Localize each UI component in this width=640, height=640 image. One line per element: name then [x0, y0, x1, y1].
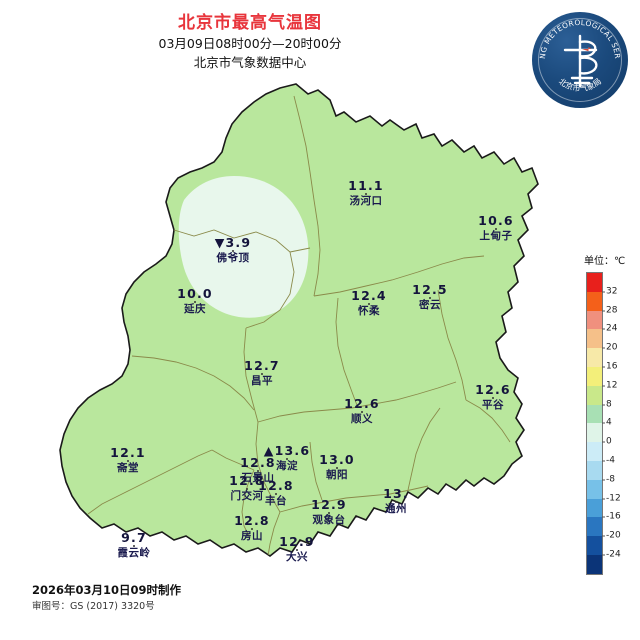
district-boundaries	[87, 95, 511, 556]
legend-band	[587, 310, 602, 330]
legend-band	[587, 554, 602, 574]
legend-tick: -4	[602, 456, 615, 466]
legend-tick: 4	[602, 418, 612, 428]
legend-band	[587, 366, 602, 386]
legend-tick: 16	[602, 362, 617, 372]
legend-tick-dash	[602, 310, 605, 312]
organization: 北京市气象数据中心	[193, 55, 307, 70]
legend-tick: -12	[602, 494, 621, 503]
legend-tick-dash	[602, 441, 605, 443]
legend-tick-dash	[602, 479, 605, 481]
legend-tick-dash	[602, 422, 605, 424]
logo: BEIJING METEOROLOGICAL SERVICE 北京市气象局	[532, 12, 628, 108]
logo-circle: BEIJING METEOROLOGICAL SERVICE 北京市气象局	[532, 12, 628, 108]
svg-text:BEIJING METEOROLOGICAL SERVICE: BEIJING METEOROLOGICAL SERVICE	[532, 12, 622, 59]
legend-tick: 32	[602, 287, 617, 296]
legend-band	[587, 442, 602, 461]
legend-unit-label: 单位：℃	[584, 256, 626, 267]
beijing-temperature-map[interactable]	[18, 60, 570, 560]
legend-tick: 20	[602, 343, 617, 353]
legend-band	[587, 348, 602, 367]
legend-band	[587, 273, 602, 292]
legend-band	[587, 460, 602, 480]
legend-tick: 24	[602, 324, 617, 334]
legend-band	[587, 404, 602, 424]
legend-tick: -20	[602, 531, 621, 541]
legend-tick-dash	[602, 498, 605, 500]
production-time: 2026年03月10日09时制作	[32, 583, 182, 597]
footer: 2026年03月10日09时制作 审图号：GS (2017) 3320号	[32, 582, 181, 614]
legend-color-bar	[586, 272, 603, 575]
header: 北京市最高气温图 03月09日08时00分—20时00分 北京市气象数据中心	[0, 12, 500, 72]
page-title: 北京市最高气温图	[178, 13, 322, 33]
municipality-border	[59, 83, 539, 557]
legend-tick-dash	[602, 366, 605, 368]
legend-tick-dash	[602, 328, 605, 330]
map-container[interactable]: 11.1 汤河口 10.6 上甸子 ▼3.9 佛爷顶 10.0 延庆 12.4 怀柔 12.5 密云 1…	[18, 60, 570, 563]
approval-number: 审图号：GS (2017) 3320号	[32, 601, 155, 612]
legend-tick-dash	[602, 404, 605, 406]
legend-tick-dash	[602, 535, 605, 537]
legend-tick: 28	[602, 306, 617, 315]
isotherm-region-coolest	[178, 176, 309, 318]
legend-tick: -16	[602, 512, 621, 522]
legend-tick-dash	[602, 516, 605, 518]
logo-ring	[538, 18, 622, 102]
legend-band	[587, 291, 602, 311]
legend-tick: 12	[602, 381, 617, 390]
legend-tick-dash	[602, 347, 605, 349]
legend-body: 32 28 24 20 16 12 8 4 0 -4 -8 -12 -16 -20 -24	[586, 272, 630, 575]
legend-band	[587, 385, 602, 405]
legend-tick-dash	[602, 460, 605, 462]
legend-tick: 8	[602, 400, 612, 409]
legend-band	[587, 329, 602, 349]
legend-tick-dash	[602, 291, 605, 293]
logo-emblem-icon: BEIJING METEOROLOGICAL SERVICE 北京市气象局	[532, 12, 622, 93]
legend-tick-labels: 32 28 24 20 16 12 8 4 0 -4 -8 -12 -16 -20 -24	[602, 272, 632, 575]
legend-band	[587, 423, 602, 443]
legend-band	[587, 498, 602, 518]
legend-tick-dash	[602, 554, 605, 556]
legend-tick: -8	[602, 475, 615, 484]
legend-band	[587, 517, 602, 537]
legend-tick: 0	[602, 437, 612, 447]
legend-tick: -24	[602, 550, 621, 560]
legend-band	[587, 536, 602, 555]
legend-band	[587, 479, 602, 499]
time-period: 03月09日08时00分—20时00分	[158, 36, 342, 51]
legend-tick-dash	[602, 385, 605, 387]
isotherm-region-cool	[60, 84, 538, 556]
color-legend: 单位：℃ 32 28 24 20 16 12 8 4 0 -4 -8 -12 -16 -20 -24	[576, 252, 634, 575]
